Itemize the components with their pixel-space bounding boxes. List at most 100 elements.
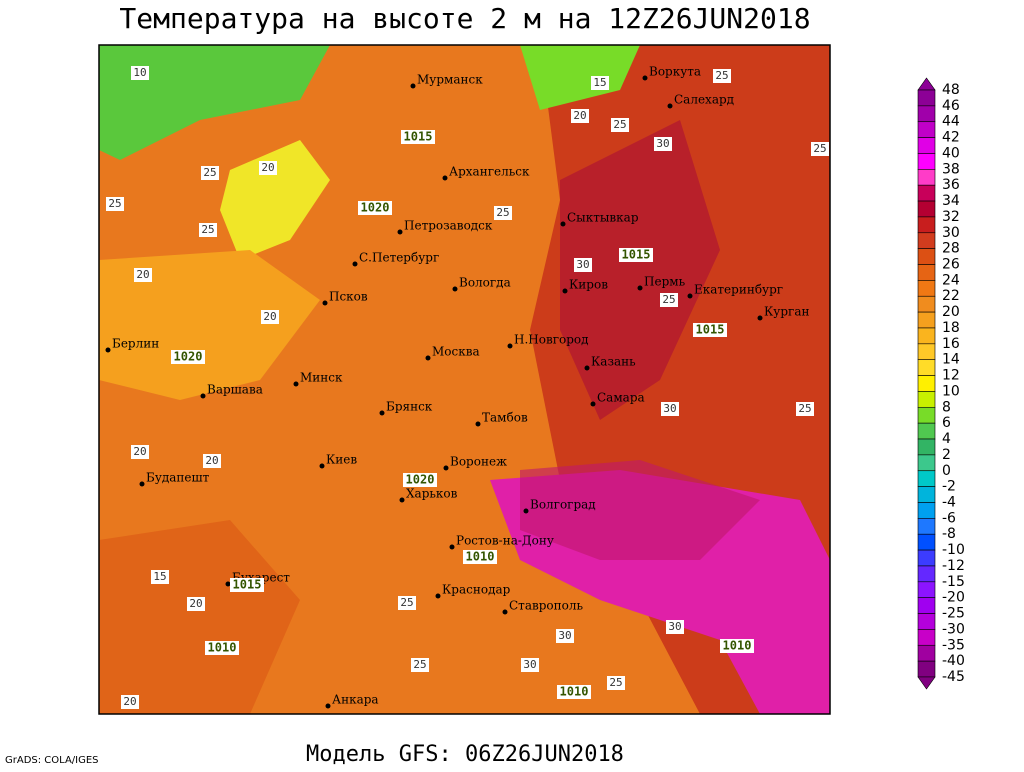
temperature-label: 25	[613, 118, 626, 131]
legend-label: -15	[942, 574, 965, 590]
city-label: Берлин	[112, 337, 159, 351]
isobar-label: 1015	[233, 578, 262, 592]
city-label: Ставрополь	[509, 599, 583, 613]
legend-label: 0	[942, 463, 951, 479]
legend-label: 26	[942, 257, 960, 273]
legend-label: -45	[942, 669, 965, 685]
legend-label: 6	[942, 415, 951, 431]
temperature-label-box	[259, 161, 277, 175]
legend-swatch	[917, 597, 936, 614]
city-label: Москва	[432, 345, 480, 359]
legend-swatch	[917, 518, 936, 535]
temperature-label-box	[521, 658, 539, 672]
city-label: Харьков	[406, 487, 458, 501]
city-dot	[325, 703, 331, 709]
city-dot	[293, 381, 299, 387]
cool-region	[99, 45, 330, 160]
isobar-label-box	[403, 473, 437, 487]
legend-label: 44	[942, 114, 960, 130]
isobar-label: 1010	[466, 550, 495, 564]
temperature-label-box	[199, 223, 217, 237]
city-dot	[319, 463, 325, 469]
south-west-region	[99, 520, 300, 714]
legend-swatch	[917, 613, 936, 630]
city-dot	[590, 401, 596, 407]
temperature-label: 10	[133, 66, 146, 79]
temperature-label-box	[131, 66, 149, 80]
temperature-label-box	[187, 597, 205, 611]
temperature-label: 20	[133, 445, 146, 458]
isobar-label-box	[205, 641, 239, 655]
temperature-label-box	[106, 197, 124, 211]
city-label: Брянск	[386, 400, 433, 414]
legend-label: -6	[942, 510, 956, 526]
legend-label: -8	[942, 526, 956, 542]
hot-region-2	[520, 460, 760, 560]
city-dot	[200, 393, 206, 399]
isobar-label: 1010	[560, 685, 589, 699]
legend-swatch	[917, 454, 936, 472]
legend-label: 20	[942, 304, 960, 320]
city-label: Ростов-на-Дону	[456, 534, 554, 548]
legend-label: 28	[942, 241, 960, 257]
mild-region	[99, 250, 320, 400]
city-label: Казань	[591, 355, 636, 369]
legend-swatch	[917, 629, 936, 646]
temperature-label-box	[556, 629, 574, 643]
temperature-label-box	[411, 658, 429, 672]
legend-label: -12	[942, 558, 965, 574]
legend-label: -20	[942, 590, 965, 606]
legend-label: 24	[942, 272, 960, 288]
temperature-label: 25	[413, 658, 426, 671]
legend-label: -4	[942, 494, 956, 510]
city-dot	[523, 508, 529, 514]
city-dot	[562, 288, 568, 294]
isobar-label-box	[358, 201, 392, 215]
legend-label: 34	[942, 193, 960, 209]
city-label: С.Петербург	[359, 251, 439, 265]
isobar-label: 1020	[406, 473, 435, 487]
legend-swatch	[917, 264, 936, 281]
city-label: Петрозаводск	[404, 219, 493, 233]
city-label: Тамбов	[482, 411, 528, 425]
city-label: Вологда	[459, 276, 511, 290]
legend-label: 48	[942, 82, 960, 98]
legend-swatch	[917, 502, 936, 519]
city-label: Сыктывкар	[567, 211, 639, 225]
legend-swatch	[917, 470, 936, 487]
city-label: Киров	[569, 278, 608, 292]
temperature-label-box	[261, 310, 279, 324]
city-label: Н.Новгород	[514, 333, 589, 347]
legend-label: 32	[942, 209, 960, 225]
city-dot	[667, 103, 673, 109]
city-dot	[452, 286, 458, 292]
isobar-label: 1015	[696, 323, 725, 337]
legend-swatch	[917, 232, 936, 249]
legend-label: 18	[942, 320, 960, 336]
city-dot	[379, 410, 385, 416]
legend-label: 16	[942, 336, 960, 352]
temperature-label-box	[398, 596, 416, 610]
isobar-label: 1015	[404, 130, 433, 144]
cool-region-2	[220, 140, 330, 260]
temperature-label: 25	[496, 206, 509, 219]
isobar-label-box	[171, 350, 205, 364]
city-dot	[449, 544, 455, 550]
city-label: Мурманск	[417, 73, 483, 87]
temperature-label: 25	[662, 293, 675, 306]
legend-swatch	[917, 486, 936, 503]
legend-swatch	[917, 121, 936, 138]
city-label: Волгоград	[530, 498, 596, 512]
legend-label: -40	[942, 653, 965, 669]
legend-swatch	[917, 533, 936, 551]
temperature-label-box	[713, 69, 731, 83]
temperature-label-box	[203, 454, 221, 468]
temperature-label-box	[611, 118, 629, 132]
legend-label: 30	[942, 225, 960, 241]
city-dot	[757, 315, 763, 321]
temperature-label-box	[134, 268, 152, 282]
legend-label: 46	[942, 98, 960, 114]
temperature-label-box	[607, 676, 625, 690]
legend-label: 36	[942, 177, 960, 193]
legend-swatch	[917, 295, 936, 313]
